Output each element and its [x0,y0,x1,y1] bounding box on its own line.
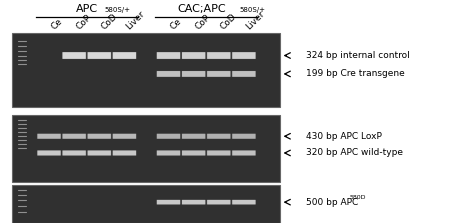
FancyBboxPatch shape [88,151,111,155]
FancyBboxPatch shape [113,52,136,59]
Text: CoD: CoD [99,12,119,31]
FancyBboxPatch shape [207,71,230,77]
FancyBboxPatch shape [62,150,86,156]
Text: 580S/+: 580S/+ [239,7,265,13]
FancyBboxPatch shape [182,150,206,156]
FancyBboxPatch shape [182,71,205,77]
FancyBboxPatch shape [157,151,180,155]
FancyBboxPatch shape [232,71,255,77]
FancyBboxPatch shape [207,151,230,155]
Text: APC: APC [76,4,98,14]
Text: CAC;APC: CAC;APC [177,4,226,14]
FancyBboxPatch shape [207,200,231,205]
FancyBboxPatch shape [207,200,230,204]
FancyBboxPatch shape [87,150,111,156]
Text: Liver: Liver [244,9,266,31]
FancyBboxPatch shape [207,134,231,139]
FancyBboxPatch shape [207,52,230,59]
FancyBboxPatch shape [156,200,181,205]
Bar [12,185,280,223]
FancyBboxPatch shape [207,150,231,156]
FancyBboxPatch shape [62,134,86,139]
FancyBboxPatch shape [207,71,231,77]
FancyBboxPatch shape [182,151,205,155]
FancyBboxPatch shape [37,151,61,155]
Text: Ce: Ce [169,17,183,31]
Text: CoP: CoP [74,13,92,31]
FancyBboxPatch shape [63,134,86,139]
FancyBboxPatch shape [157,200,180,204]
Text: Ce: Ce [49,17,64,31]
Text: 580S/+: 580S/+ [104,7,130,13]
FancyBboxPatch shape [112,134,137,139]
Text: 580D: 580D [349,195,366,200]
Text: 500 bp APC: 500 bp APC [306,198,358,207]
FancyBboxPatch shape [182,134,205,139]
FancyBboxPatch shape [62,52,86,59]
FancyBboxPatch shape [37,150,61,156]
FancyBboxPatch shape [207,52,231,59]
FancyBboxPatch shape [232,134,255,139]
Text: 324 bp internal control: 324 bp internal control [306,51,410,60]
FancyBboxPatch shape [63,151,86,155]
FancyBboxPatch shape [112,150,137,156]
FancyBboxPatch shape [87,52,111,59]
FancyBboxPatch shape [182,200,205,204]
Text: 199 bp Cre transgene: 199 bp Cre transgene [306,69,404,78]
Bar [12,115,280,182]
FancyBboxPatch shape [156,150,181,156]
Text: 320 bp APC wild-type: 320 bp APC wild-type [306,149,403,157]
FancyBboxPatch shape [157,71,180,77]
FancyBboxPatch shape [37,134,61,139]
FancyBboxPatch shape [157,52,180,59]
FancyBboxPatch shape [232,52,256,59]
Text: CoP: CoP [193,13,212,31]
Text: 430 bp APC LoxP: 430 bp APC LoxP [306,132,382,141]
FancyBboxPatch shape [113,151,136,155]
FancyBboxPatch shape [232,150,256,156]
FancyBboxPatch shape [112,52,137,59]
FancyBboxPatch shape [232,52,255,59]
FancyBboxPatch shape [157,134,180,139]
FancyBboxPatch shape [182,200,206,205]
FancyBboxPatch shape [87,134,111,139]
FancyBboxPatch shape [232,200,256,205]
FancyBboxPatch shape [207,134,230,139]
FancyBboxPatch shape [88,134,111,139]
FancyBboxPatch shape [37,134,61,139]
FancyBboxPatch shape [232,151,255,155]
FancyBboxPatch shape [232,134,256,139]
FancyBboxPatch shape [182,134,206,139]
FancyBboxPatch shape [88,52,111,59]
FancyBboxPatch shape [156,71,181,77]
FancyBboxPatch shape [232,71,256,77]
FancyBboxPatch shape [182,52,206,59]
FancyBboxPatch shape [232,200,255,204]
FancyBboxPatch shape [156,134,181,139]
FancyBboxPatch shape [63,52,86,59]
Bar [12,33,280,107]
Text: CoD: CoD [219,12,238,31]
FancyBboxPatch shape [156,52,181,59]
FancyBboxPatch shape [113,134,136,139]
Text: Liver: Liver [124,9,146,31]
FancyBboxPatch shape [182,52,205,59]
FancyBboxPatch shape [182,71,206,77]
